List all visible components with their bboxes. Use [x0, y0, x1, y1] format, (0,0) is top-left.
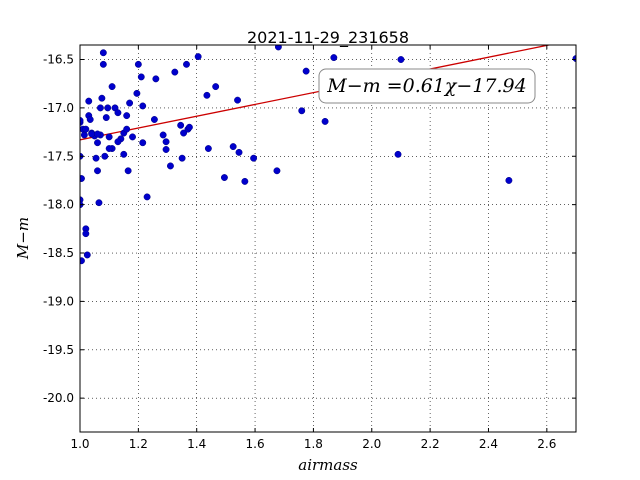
y-tick-label: -20.0	[43, 391, 74, 405]
data-point	[126, 99, 134, 107]
x-tick-label: 2.6	[537, 437, 556, 451]
data-point	[166, 162, 174, 170]
data-point	[150, 116, 158, 123]
data-point	[114, 109, 122, 117]
data-point	[183, 60, 190, 68]
x-tick-label: 2.0	[362, 437, 381, 451]
data-point	[180, 129, 188, 137]
x-tick-label: 1.4	[187, 437, 206, 451]
data-point	[94, 167, 101, 175]
plot-frame	[79, 44, 577, 433]
y-tick-label: -19.5	[43, 343, 74, 357]
data-point	[88, 130, 96, 138]
data-point	[204, 145, 212, 152]
data-point	[505, 177, 513, 184]
data-point	[123, 112, 131, 120]
data-point	[99, 60, 107, 68]
data-point	[105, 133, 113, 141]
data-point	[302, 67, 310, 75]
y-axis-label: M−m	[14, 217, 32, 260]
y-tick-label: -18.0	[43, 198, 74, 212]
data-point	[133, 89, 141, 97]
fit-equation-frame	[318, 68, 536, 104]
data-point	[134, 60, 142, 68]
data-point	[123, 125, 131, 133]
data-point	[162, 138, 170, 146]
data-point	[102, 114, 110, 122]
ticks-layer: 1.0 1.2 1.4 1.6 1.8 2.0 2.2 2.4 2.6 -16.5 -17.0 -17…	[43, 45, 576, 451]
data-point	[124, 167, 132, 175]
data-point	[394, 150, 402, 158]
data-point	[298, 107, 306, 115]
data-point	[212, 83, 220, 91]
data-point	[241, 177, 249, 185]
data-point	[159, 131, 167, 139]
y-tick-label: -18.5	[43, 246, 74, 260]
data-point	[114, 138, 122, 146]
y-tick-label: -19.0	[43, 294, 74, 308]
chart-title: 2021-11-29_231658	[247, 28, 409, 48]
data-point	[143, 193, 151, 201]
data-point	[229, 143, 237, 151]
data-point	[120, 150, 128, 158]
data-point	[137, 73, 145, 81]
data-point	[273, 167, 281, 175]
data-point	[85, 97, 93, 105]
data-point	[185, 123, 193, 131]
x-axis-label: airmass	[298, 456, 358, 474]
grid	[79, 45, 576, 432]
data-point	[139, 139, 147, 147]
y-tick-label: -17.0	[43, 101, 74, 115]
data-point	[235, 148, 243, 156]
data-point	[220, 174, 228, 181]
x-tick-label: 1.6	[246, 437, 265, 451]
data-point	[99, 49, 107, 57]
data-point	[194, 53, 202, 61]
data-point	[82, 125, 90, 133]
fit-equation-box: M−m =0.61χ−17.94	[318, 68, 536, 104]
data-point	[397, 56, 405, 63]
data-point	[171, 68, 179, 76]
points-layer	[80, 45, 576, 265]
x-tick-label: 1.0	[70, 437, 89, 451]
data-point	[80, 131, 88, 139]
data-point	[129, 133, 136, 141]
data-point	[105, 145, 113, 152]
data-point	[80, 257, 85, 265]
data-point	[152, 75, 160, 83]
fit-equation-label: M−m =0.61χ−17.94	[326, 75, 526, 97]
data-point	[104, 104, 112, 112]
data-point	[101, 152, 109, 160]
y-tick-label: -16.5	[43, 53, 74, 67]
data-point	[80, 175, 85, 182]
data-point	[92, 154, 100, 162]
data-point	[82, 230, 90, 238]
data-point	[330, 54, 338, 62]
data-point	[177, 121, 185, 129]
data-point	[274, 45, 282, 51]
data-point	[94, 139, 101, 147]
data-point	[234, 96, 242, 104]
data-point	[95, 199, 103, 207]
data-point	[83, 251, 91, 259]
x-tick-label: 1.2	[129, 437, 148, 451]
data-point	[162, 146, 170, 153]
data-point	[321, 117, 329, 125]
data-point	[86, 116, 94, 123]
y-tick-label: -17.5	[43, 149, 74, 163]
data-point	[203, 91, 211, 99]
data-point	[139, 102, 147, 110]
data-point	[98, 94, 106, 102]
x-tick-label: 1.8	[304, 437, 323, 451]
x-tick-label: 2.2	[421, 437, 440, 451]
data-point	[178, 154, 186, 162]
data-point	[96, 104, 104, 112]
data-point	[250, 154, 258, 162]
data-point	[94, 130, 101, 138]
data-point	[108, 83, 116, 91]
x-tick-label: 2.4	[479, 437, 498, 451]
